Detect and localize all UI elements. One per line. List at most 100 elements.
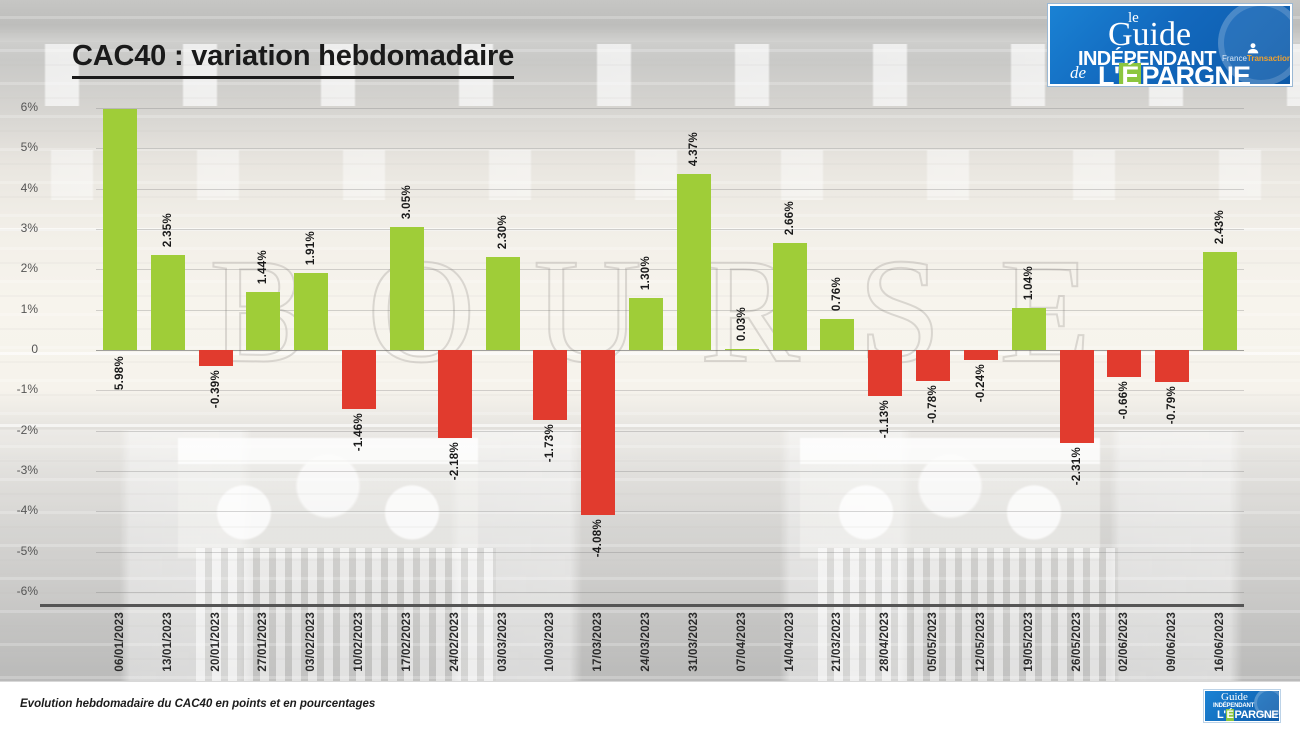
x-axis-tick-label: 10/02/2023 xyxy=(353,612,366,672)
bar[interactable] xyxy=(1107,350,1142,377)
bar-group[interactable]: -2.31% xyxy=(1053,108,1101,592)
bar-group[interactable]: -0.79% xyxy=(1148,108,1196,592)
background-window-row-lower xyxy=(0,150,1300,200)
bar[interactable] xyxy=(820,319,855,350)
bar[interactable] xyxy=(198,350,233,366)
bar[interactable] xyxy=(1011,308,1046,350)
y-axis-tick-label: -2% xyxy=(16,422,38,437)
background-horizontal-line xyxy=(0,352,1300,355)
bar[interactable] xyxy=(916,350,951,382)
bar[interactable] xyxy=(676,173,711,350)
x-axis-tick-label: 27/01/2023 xyxy=(257,612,270,672)
footer-bar: Evolution hebdomadaire du CAC40 en point… xyxy=(0,681,1300,731)
bar[interactable] xyxy=(1203,252,1238,350)
bar-group[interactable]: -0.24% xyxy=(957,108,1005,592)
footer-brand-logo[interactable]: Guide INDÉPENDANT L'ÉPARGNE xyxy=(1204,690,1280,722)
bar-group[interactable]: -1.46% xyxy=(335,108,383,592)
x-axis-tick-label: 20/01/2023 xyxy=(209,612,222,672)
y-axis-tick-label: 2% xyxy=(20,261,38,276)
bar-group[interactable]: 1.30% xyxy=(622,108,670,592)
x-axis-tick-label: 24/02/2023 xyxy=(448,612,461,672)
bar[interactable] xyxy=(533,350,568,420)
bar-group[interactable]: -1.73% xyxy=(527,108,575,592)
page-title: CAC40 : variation hebdomadaire xyxy=(72,40,514,79)
gridline xyxy=(96,511,1244,513)
person-icon xyxy=(1247,43,1259,54)
bar-group[interactable]: 1.44% xyxy=(240,108,288,592)
gridline xyxy=(96,309,1244,311)
plot-area: 6% 5% 4% 3% 2% 1% 0 -1% -2% -3% -4% -5% -6% xyxy=(17,100,1244,598)
bar[interactable] xyxy=(581,350,616,515)
y-axis-tick-label: 5% xyxy=(20,140,38,155)
background-column-shaft xyxy=(818,548,1118,681)
bar[interactable] xyxy=(1155,350,1190,382)
bar-group[interactable]: -4.08% xyxy=(574,108,622,592)
bar-group[interactable]: 4.37% xyxy=(670,108,718,592)
gridline xyxy=(96,188,1244,190)
bar[interactable] xyxy=(629,297,664,350)
y-axis-tick-label: -6% xyxy=(16,584,38,598)
x-axis-tick-label: 03/03/2023 xyxy=(496,612,509,672)
bar[interactable] xyxy=(772,242,807,350)
bar[interactable] xyxy=(294,272,329,350)
bar-group[interactable]: 2.66% xyxy=(766,108,814,592)
brand-logo[interactable]: le Guide INDÉPENDANT FranceTransactions.… xyxy=(1048,4,1292,86)
x-axis-tick-label: 16/06/2023 xyxy=(1214,612,1227,672)
gridline xyxy=(96,148,1244,150)
gridline xyxy=(96,350,1244,351)
bar[interactable] xyxy=(437,350,472,438)
bar[interactable] xyxy=(1059,350,1094,444)
bar-group[interactable]: 2.35% xyxy=(144,108,192,592)
bar-group[interactable]: -0.78% xyxy=(909,108,957,592)
x-axis-labels: 06/01/2023 13/01/2023 20/01/2023 27/01/2023… xyxy=(96,0,1244,681)
bar-group[interactable]: 3.05% xyxy=(383,108,431,592)
bar[interactable] xyxy=(150,255,185,350)
x-axis-tick-label: 12/05/2023 xyxy=(974,612,987,672)
x-axis-tick-label: 14/04/2023 xyxy=(783,612,796,672)
gridline xyxy=(96,592,1244,593)
bar[interactable] xyxy=(342,350,377,409)
y-axis-tick-label: 6% xyxy=(20,100,38,114)
bar-group[interactable]: -2.18% xyxy=(431,108,479,592)
bar[interactable] xyxy=(724,348,759,350)
logo-le: le xyxy=(1128,10,1139,26)
x-axis-tick-label: 17/03/2023 xyxy=(592,612,605,672)
bar-group[interactable]: 0.76% xyxy=(814,108,862,592)
bar-group[interactable]: -0.66% xyxy=(1101,108,1149,592)
gridline xyxy=(96,430,1244,432)
bar[interactable] xyxy=(868,350,903,396)
bar[interactable] xyxy=(963,350,998,360)
footer-caption: Evolution hebdomadaire du CAC40 en point… xyxy=(20,698,376,710)
bar[interactable] xyxy=(389,226,424,350)
x-axis-tick-label: 21/03/2023 xyxy=(831,612,844,672)
background-horizontal-line xyxy=(0,424,1300,427)
gridline xyxy=(96,551,1244,553)
y-axis-tick-label: 3% xyxy=(20,221,38,235)
gridline xyxy=(96,390,1244,392)
bar-group[interactable]: 2.30% xyxy=(479,108,527,592)
bar-group[interactable]: 2.43% xyxy=(1196,108,1244,592)
x-axis-tick-label: 28/04/2023 xyxy=(879,612,892,672)
logo-epargne: L'É PARGNE xyxy=(1098,61,1251,86)
logo-guide: Guide xyxy=(1108,16,1192,53)
background-horizontal-line xyxy=(0,228,1300,231)
bar[interactable] xyxy=(485,257,520,350)
footer-logo-guide: Guide xyxy=(1221,691,1248,703)
bar-group[interactable]: 5.98% xyxy=(96,108,144,592)
bar-group[interactable]: -1.13% xyxy=(861,108,909,592)
x-axis-tick-label: 10/03/2023 xyxy=(544,612,557,672)
bar-group[interactable]: 0.03% xyxy=(718,108,766,592)
footer-logo-epargne-rest: PARGNE xyxy=(1234,709,1279,721)
bar[interactable] xyxy=(246,291,281,350)
bar-group[interactable]: 1.91% xyxy=(287,108,335,592)
bar[interactable] xyxy=(102,108,137,350)
x-axis-tick-label: 24/03/2023 xyxy=(640,612,653,672)
y-axis-tick-label: -4% xyxy=(16,503,38,518)
gridline xyxy=(96,471,1244,472)
y-axis-tick-label: 4% xyxy=(20,180,38,195)
gridline xyxy=(96,229,1244,230)
bar-group[interactable]: 1.04% xyxy=(1005,108,1053,592)
footer-logo-epargne: L'ÉPARGNE xyxy=(1217,709,1279,721)
bar-group[interactable]: -0.39% xyxy=(192,108,240,592)
logo-epargne-l: L' xyxy=(1098,61,1120,86)
